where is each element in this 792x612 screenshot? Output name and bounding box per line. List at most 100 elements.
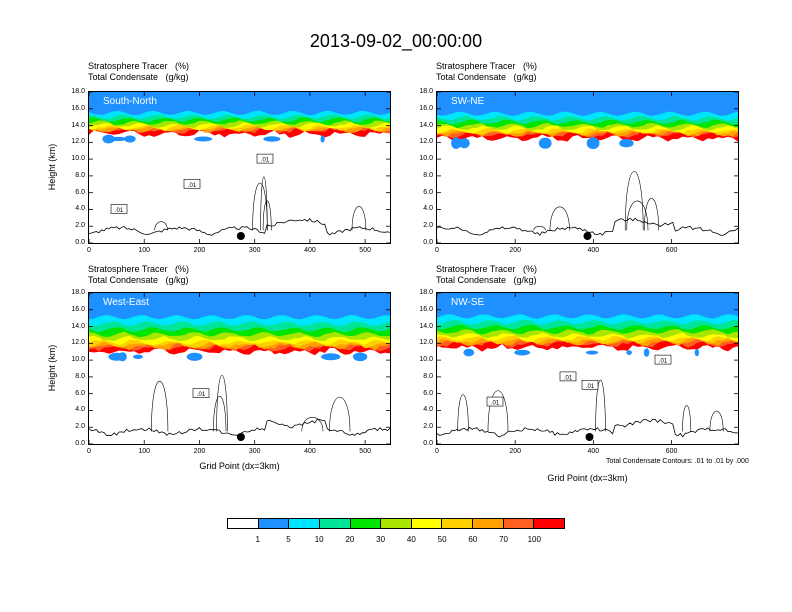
y-axis-label: Height (km) — [47, 143, 57, 190]
condensate-contour — [213, 396, 227, 432]
y-tick-label: 10.0 — [71, 356, 85, 364]
condensate-contour — [709, 411, 724, 432]
tracer-drip — [108, 352, 125, 361]
colorbar-label: 30 — [376, 535, 386, 544]
tracer-band — [437, 92, 738, 116]
panel-label-west-east: West-East — [103, 297, 149, 308]
location-point — [585, 433, 594, 441]
colorbar-label: 10 — [314, 535, 324, 544]
condensate-contour — [644, 198, 659, 231]
colorbar-label: 40 — [406, 535, 416, 544]
y-tick-label: 16.0 — [419, 305, 433, 313]
x-tick-label: 300 — [248, 247, 261, 254]
colorbar-label: 70 — [499, 535, 508, 544]
tracer-band — [89, 293, 390, 320]
y-axis-label: Height (km) — [47, 344, 57, 391]
y-tick-label: 16.0 — [419, 104, 433, 112]
x-tick-label: 200 — [193, 448, 206, 455]
y-tick-label: 14.0 — [419, 121, 433, 129]
tracer-drip — [643, 348, 650, 357]
condensate-contour — [262, 200, 272, 231]
x-tick-label: 200 — [509, 247, 522, 254]
x-tick-label: 0 — [87, 247, 91, 254]
contour-label: .01 — [586, 384, 595, 390]
y-tick-label: 0.0 — [75, 440, 85, 447]
tracer-drip — [186, 352, 203, 361]
x-tick-label: 200 — [509, 448, 522, 455]
y-tick-label: 8.0 — [423, 171, 433, 179]
colorbar-label: 100 — [527, 535, 541, 544]
y-tick-label: 2.0 — [75, 423, 85, 431]
terrain-line — [89, 418, 390, 437]
contour-note: Total Condensate Contours: .01 to .01 by… — [606, 458, 749, 465]
x-tick-label: 100 — [138, 247, 151, 254]
tracer-drip — [320, 135, 325, 143]
x-tick-label: 400 — [587, 247, 600, 254]
contour-label: .01 — [188, 183, 197, 189]
x-tick-label: 500 — [359, 247, 371, 254]
contour-label-box — [486, 396, 504, 407]
tracer-drip — [586, 350, 598, 355]
panel-title-sw-ne: Stratosphere Tracer (%) Total Condensate… — [436, 61, 538, 82]
colorbar-swatch — [503, 519, 535, 528]
y-tick-label: 14.0 — [71, 121, 85, 129]
y-tick-label: 12.0 — [71, 339, 85, 347]
contour-label: .01 — [115, 208, 124, 214]
x-tick-label: 0 — [87, 448, 91, 455]
y-tick-label: 14.0 — [71, 322, 85, 330]
tracer-drip — [321, 353, 341, 361]
colorbar-swatch — [319, 519, 351, 528]
colorbar-label: 5 — [286, 535, 291, 544]
contour-label: .01 — [659, 359, 668, 365]
y-tick-label: 18.0 — [71, 88, 85, 95]
contour-label-box — [559, 371, 577, 382]
panel-label-nw-se: NW-SE — [451, 297, 485, 308]
condensate-contour — [457, 394, 469, 432]
plot-canvas: .01 .01 .01 — [89, 92, 390, 243]
x-tick-label: 400 — [304, 247, 316, 254]
tracer-drip — [352, 352, 368, 362]
tracer-band — [89, 92, 390, 116]
y-tick-label: 4.0 — [75, 406, 85, 414]
colorbar-swatch — [258, 519, 290, 528]
tracer-drip — [586, 137, 600, 150]
plot-south-north: .01 .01 .01 South-North — [88, 91, 391, 244]
condensate-contour — [351, 206, 367, 231]
contour-label-box — [192, 388, 210, 398]
colorbar-label: 20 — [345, 535, 355, 544]
y-tick-label: 10.0 — [71, 155, 85, 163]
y-tick-label: 0.0 — [423, 440, 433, 447]
plot-west-east: .01 West-East — [88, 292, 391, 445]
tracer-drip — [619, 139, 634, 148]
tracer-drip — [102, 134, 115, 144]
condensate-contour — [301, 417, 324, 432]
x-axis-label: Grid Point (dx=3km) — [199, 461, 280, 471]
colorbar-label: 50 — [437, 535, 447, 544]
colorbar-swatch — [228, 519, 259, 528]
x-tick-label: 200 — [193, 247, 206, 254]
location-point — [236, 433, 245, 441]
x-tick-label: 400 — [587, 448, 600, 455]
tracer-drip — [514, 349, 531, 356]
x-tick-label: 0 — [435, 448, 439, 455]
y-tick-label: 14.0 — [419, 322, 433, 330]
plot-nw-se: .01 .01 .01 .01 NW-SE — [436, 292, 739, 445]
panel-title-west-east: Stratosphere Tracer (%) Total Condensate… — [88, 264, 190, 285]
panel-label-sw-ne: SW-NE — [451, 96, 485, 107]
contour-label-box — [654, 354, 672, 365]
x-tick-label: 100 — [138, 448, 151, 455]
tracer-drip — [459, 138, 470, 149]
plot-canvas: .01 — [89, 293, 390, 444]
plot-canvas: .01 .01 .01 .01 — [437, 293, 738, 444]
colorbar-label: 60 — [468, 535, 478, 544]
x-tick-label: 500 — [359, 448, 371, 455]
x-tick-label: 600 — [665, 448, 678, 455]
page-title: 2013-09-02_00:00:00 — [309, 31, 483, 51]
y-tick-label: 18.0 — [71, 289, 85, 296]
y-tick-label: 10.0 — [419, 356, 433, 364]
y-tick-label: 12.0 — [71, 138, 85, 146]
condensate-contour — [151, 381, 169, 432]
tracer-drip — [463, 348, 475, 357]
contour-label-box — [256, 153, 274, 164]
y-tick-label: 4.0 — [75, 205, 85, 213]
